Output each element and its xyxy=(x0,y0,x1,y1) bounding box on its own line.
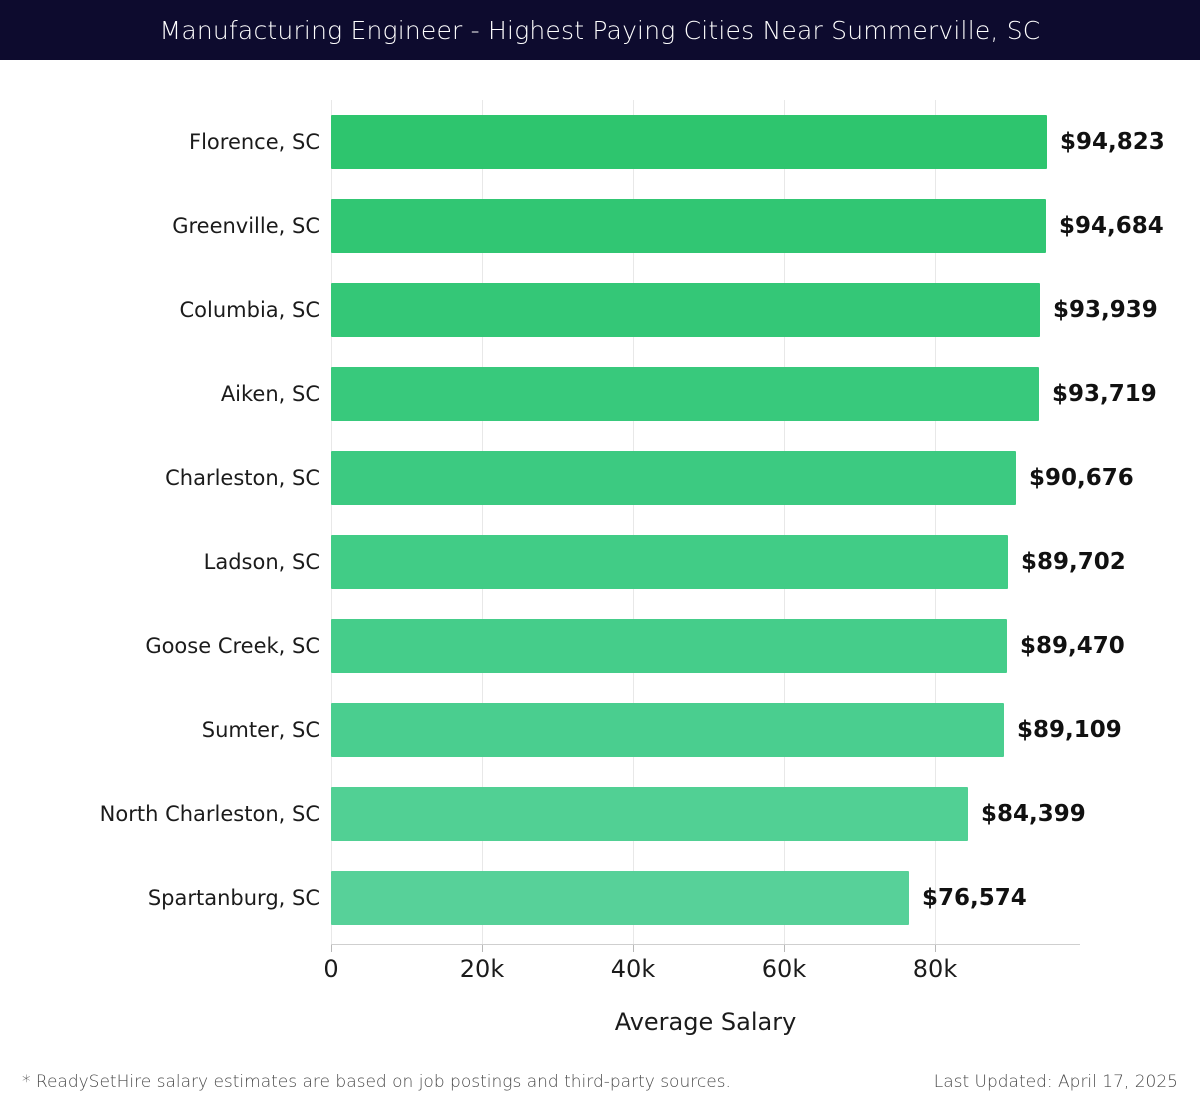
bar-row: Florence, SC $94,823 xyxy=(0,100,1200,184)
bar-value-label: $89,109 xyxy=(1017,717,1122,743)
bar-value-label: $84,399 xyxy=(981,801,1086,827)
bar-row: Ladson, SC $89,702 xyxy=(0,520,1200,604)
gridline xyxy=(935,100,936,945)
bar-value-label: $93,719 xyxy=(1052,381,1157,407)
bar-row: Goose Creek, SC $89,470 xyxy=(0,604,1200,688)
bar-value-label: $89,470 xyxy=(1020,633,1125,659)
bar[interactable] xyxy=(331,367,1039,421)
bar-row: Aiken, SC $93,719 xyxy=(0,352,1200,436)
gridline xyxy=(482,100,483,945)
gridline xyxy=(633,100,634,945)
bar[interactable] xyxy=(331,115,1047,169)
category-label: Aiken, SC xyxy=(220,382,320,406)
x-axis-line xyxy=(331,944,1080,945)
footer: * ReadySetHire salary estimates are base… xyxy=(0,1072,1200,1112)
x-axis-tick-label: 60k xyxy=(761,955,807,983)
bar-row: Charleston, SC $90,676 xyxy=(0,436,1200,520)
plot-area xyxy=(331,100,1080,945)
bar-row: Columbia, SC $93,939 xyxy=(0,268,1200,352)
bar[interactable] xyxy=(331,451,1016,505)
bar-row: North Charleston, SC $84,399 xyxy=(0,772,1200,856)
footer-last-updated: Last Updated: April 17, 2025 xyxy=(933,1072,1178,1092)
bar[interactable] xyxy=(331,787,968,841)
bar-value-label: $89,702 xyxy=(1021,549,1126,575)
category-label: North Charleston, SC xyxy=(99,802,320,826)
gridline xyxy=(331,100,332,945)
x-axis-tick xyxy=(633,945,634,952)
x-axis-tick xyxy=(784,945,785,952)
category-label: Charleston, SC xyxy=(165,466,320,490)
bar[interactable] xyxy=(331,703,1004,757)
bar-value-label: $93,939 xyxy=(1053,297,1158,323)
x-axis-tick xyxy=(482,945,483,952)
bar[interactable] xyxy=(331,871,909,925)
x-axis-tick-label: 80k xyxy=(912,955,958,983)
page-title: Manufacturing Engineer - Highest Paying … xyxy=(159,15,1041,45)
category-label: Sumter, SC xyxy=(201,718,320,742)
category-label: Greenville, SC xyxy=(172,214,320,238)
bar[interactable] xyxy=(331,199,1046,253)
bar-value-label: $94,684 xyxy=(1059,213,1164,239)
bar-row: Greenville, SC $94,684 xyxy=(0,184,1200,268)
bar-value-label: $76,574 xyxy=(922,885,1027,911)
category-label: Ladson, SC xyxy=(203,550,320,574)
category-label: Columbia, SC xyxy=(179,298,321,322)
x-axis-tick-label: 0 xyxy=(323,955,339,983)
footer-disclaimer: * ReadySetHire salary estimates are base… xyxy=(22,1072,731,1092)
bar-row: Sumter, SC $89,109 xyxy=(0,688,1200,772)
category-label: Spartanburg, SC xyxy=(147,886,320,910)
category-label: Goose Creek, SC xyxy=(145,634,320,658)
x-axis-tick xyxy=(331,945,332,952)
bar-value-label: $94,823 xyxy=(1060,129,1165,155)
bar[interactable] xyxy=(331,283,1040,337)
x-axis-tick-label: 40k xyxy=(610,955,656,983)
bar[interactable] xyxy=(331,619,1007,673)
category-label: Florence, SC xyxy=(189,130,320,154)
x-axis-tick-label: 20k xyxy=(459,955,505,983)
bar-row: Spartanburg, SC $76,574 xyxy=(0,856,1200,940)
gridline xyxy=(784,100,785,945)
x-axis-title: Average Salary xyxy=(614,1008,797,1036)
bar[interactable] xyxy=(331,535,1008,589)
chart-header: Manufacturing Engineer - Highest Paying … xyxy=(0,0,1200,60)
x-axis-tick xyxy=(935,945,936,952)
bar-value-label: $90,676 xyxy=(1029,465,1134,491)
